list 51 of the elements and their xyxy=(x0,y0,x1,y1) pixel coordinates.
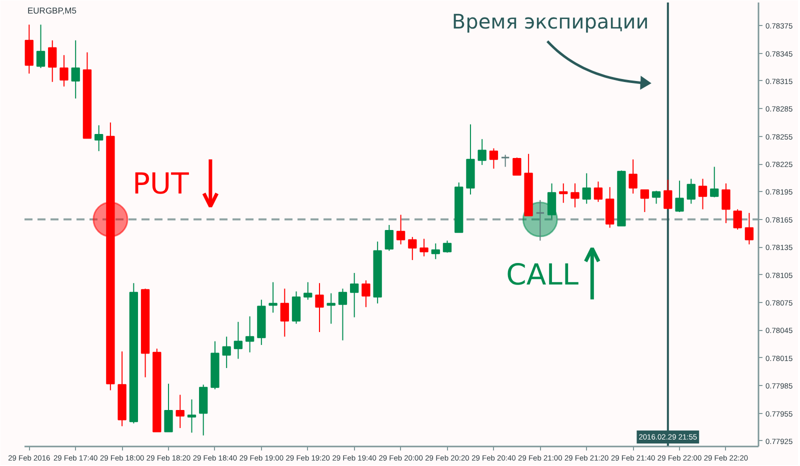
candlestick xyxy=(675,180,684,213)
candlestick xyxy=(559,182,568,204)
candlestick xyxy=(640,189,650,213)
candlestick xyxy=(570,182,580,208)
candlestick xyxy=(315,282,324,333)
chart-title: EURGBP,M5 xyxy=(28,6,77,16)
candlestick xyxy=(222,336,231,369)
candlestick xyxy=(652,190,661,204)
candlestick xyxy=(396,214,406,245)
candlestick xyxy=(48,40,57,82)
candlestick xyxy=(71,40,80,99)
candlestick xyxy=(744,212,754,245)
annotation: Время экспирации xyxy=(452,10,649,34)
candlestick xyxy=(710,166,719,198)
candlestick xyxy=(60,54,68,87)
candlestick xyxy=(594,181,603,202)
candlestick xyxy=(442,240,452,254)
candlestick xyxy=(431,242,440,260)
candlestick xyxy=(268,282,278,314)
candlestick xyxy=(280,288,289,338)
candlestick xyxy=(489,148,498,170)
candlestick xyxy=(512,157,522,176)
candlestick xyxy=(384,224,394,252)
candlestick xyxy=(408,236,417,261)
candlestick xyxy=(338,288,348,341)
candlestick xyxy=(536,200,545,242)
candlestick xyxy=(350,272,359,318)
candlestick xyxy=(164,383,173,432)
candlestick xyxy=(362,280,370,308)
candlestick xyxy=(326,292,336,324)
candlestick xyxy=(187,398,196,434)
candlestick xyxy=(94,124,104,152)
candlestick xyxy=(292,290,301,324)
candlestick xyxy=(420,238,428,257)
candlestick xyxy=(628,158,638,194)
candlestick xyxy=(176,394,184,429)
candlestick xyxy=(234,321,243,360)
candlestick xyxy=(722,182,730,224)
candlestick xyxy=(245,316,254,353)
annotation: PUT xyxy=(132,166,190,200)
candlestick xyxy=(304,282,312,300)
candlestick xyxy=(664,179,672,210)
candlestick xyxy=(733,208,742,230)
candlestick xyxy=(36,24,46,69)
candlestick xyxy=(478,138,486,166)
annotation: CALL xyxy=(506,257,579,292)
candlestick xyxy=(686,178,696,204)
candlestick xyxy=(698,178,708,210)
candlestick xyxy=(582,172,591,204)
candlestick xyxy=(500,154,510,168)
candlestick xyxy=(547,182,556,219)
